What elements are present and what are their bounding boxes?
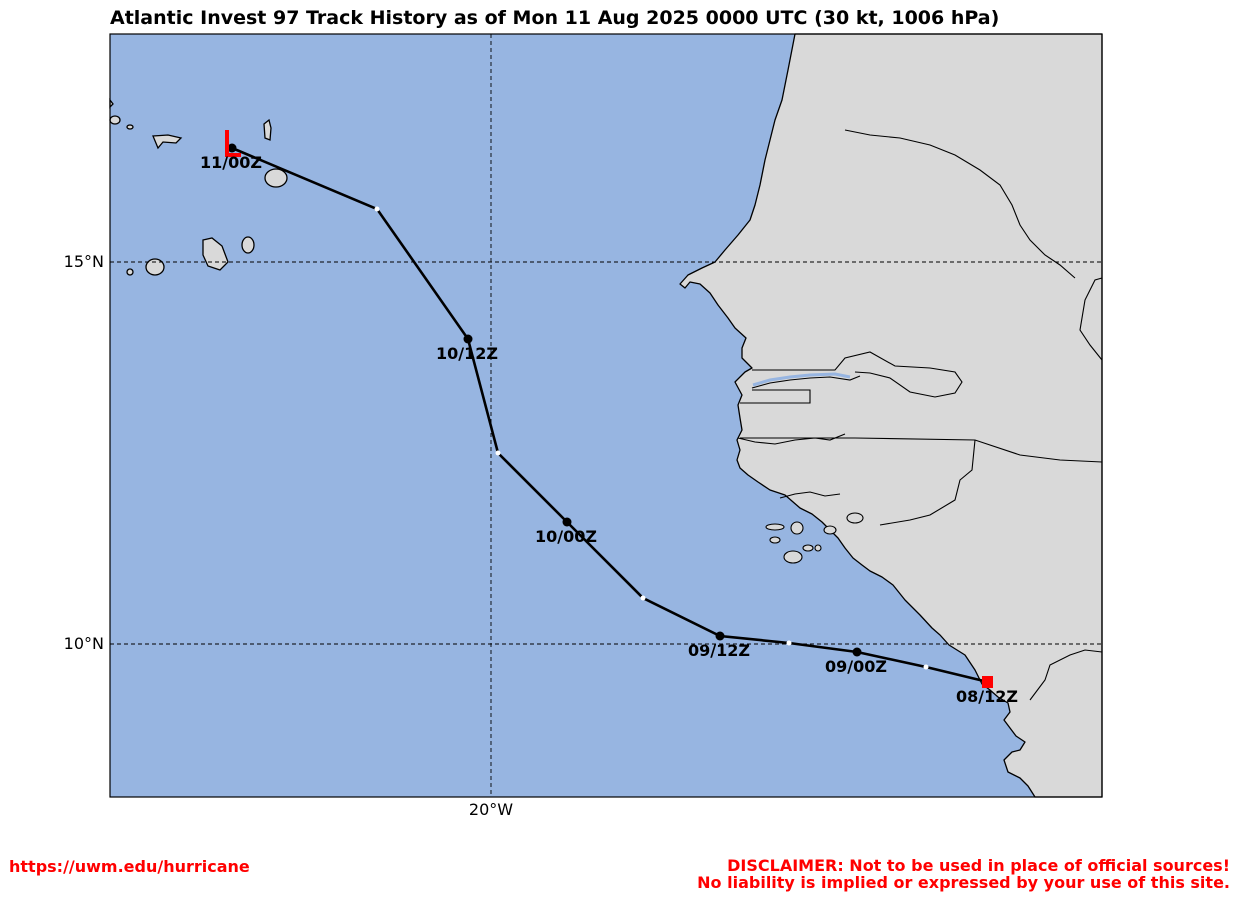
grid-lines [110,34,1102,797]
start-marker [982,676,993,688]
casamance-river [737,433,846,445]
track-label-09-00z: 09/00Z [825,657,887,676]
footer-url[interactable]: https://uwm.edu/hurricane [9,857,250,876]
map-title: Atlantic Invest 97 Track History as of M… [110,7,1000,29]
current-low-symbol [225,130,241,157]
lat-label-15n: 15°N [63,252,104,271]
track-label-09-12z: 09/12Z [688,641,750,660]
track-label-10-00z: 10/00Z [535,527,597,546]
track-label-08-12z: 08/12Z [956,687,1018,706]
disclaimer-line-2: No liability is implied or expressed by … [697,873,1230,892]
gambia-river-inner [752,372,851,387]
cape-verde-islands [109,98,288,276]
footer-disclaimer: DISCLAIMER: Not to be used in place of o… [697,857,1230,891]
geba-river [779,491,841,499]
gambia-river [751,375,861,389]
africa-mainland [679,33,1103,798]
disclaimer-line-1: DISCLAIMER: Not to be used in place of o… [727,856,1230,875]
border-lines [740,129,1103,701]
lat-label-10n: 10°N [63,634,104,653]
track-label-10-12z: 10/12Z [436,344,498,363]
bijagos-islands [765,512,864,564]
lon-label-20w: 20°W [468,800,514,819]
track-label-11-00z: 11/00Z [200,153,262,172]
map-frame [109,33,1103,798]
track-main-points [227,143,862,657]
track-intermediate-points [374,206,929,670]
